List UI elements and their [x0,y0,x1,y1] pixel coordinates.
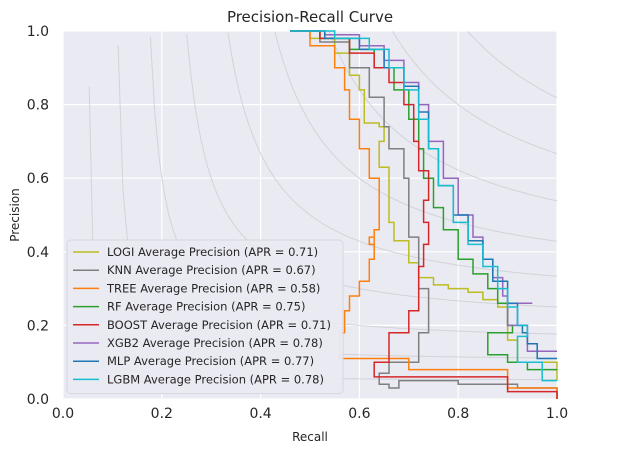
tick-labels: 0.0 0.2 0.4 0.6 0.8 1.0 0.0 0.2 0.4 0.6 0.8 1.0 [27,24,568,422]
y-axis-label: Precision [8,188,22,242]
x-tick-label: 0.6 [348,406,370,422]
legend-label: BOOST Average Precision (APR = 0.71) [107,318,331,332]
series-line [290,30,558,399]
x-tick-label: 0.4 [249,406,271,422]
legend-label: XGB2 Average Precision (APR = 0.78) [107,336,323,350]
series-line [290,30,558,399]
legend-label: LOGI Average Precision (APR = 0.71) [107,245,318,259]
x-tick-label: 1.0 [546,406,568,422]
series-lines [290,30,558,399]
iso-f1-curve [392,31,558,155]
y-tick-label: 0.8 [27,98,49,114]
legend-label: MLP Average Precision (APR = 0.77) [107,354,314,368]
series-line [290,30,557,360]
x-tick-label: 0.0 [52,406,74,422]
y-tick-label: 0.6 [27,171,49,187]
y-tick-label: 0.2 [27,318,49,334]
x-axis-label: Recall [292,430,328,444]
x-tick-label: 0.8 [447,406,469,422]
y-tick-label: 0.0 [27,392,49,408]
series-line [290,30,557,382]
legend-label: TREE Average Precision (APR = 0.58) [106,281,320,295]
y-tick-label: 1.0 [27,24,49,40]
iso-f1-curve [467,30,558,99]
legend: LOGI Average Precision (APR = 0.71) KNN A… [66,239,344,395]
legend-label: KNN Average Precision (APR = 0.67) [107,263,316,277]
y-tick-label: 0.4 [27,245,49,261]
x-tick-label: 0.2 [151,406,173,422]
chart-title: Precision-Recall Curve [227,8,393,26]
legend-label: RF Average Precision (APR = 0.75) [107,300,305,314]
legend-box [66,239,344,395]
iso-f1-curve [274,31,558,242]
iso-f1-curve [227,32,558,277]
legend-label: LGBM Average Precision (APR = 0.78) [107,372,324,386]
